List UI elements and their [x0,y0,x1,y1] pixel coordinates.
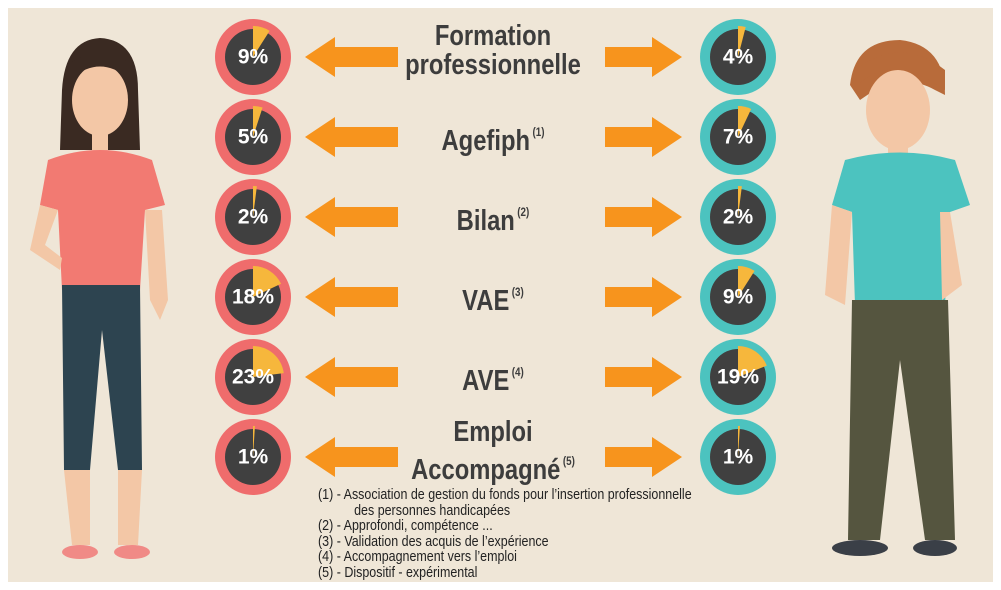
value-label: 2% [238,206,269,229]
value-label: 9% [723,286,754,309]
category-label: VAE(3) [386,278,599,316]
footnote: (4) - Accompagnement vers l’emploi [318,550,696,566]
value-label: 23% [232,366,274,389]
value-label: 9% [238,46,269,69]
value-label: 19% [717,366,759,389]
value-label: 18% [232,286,274,309]
category-text: Agefiph [441,125,530,157]
category-text: Bilan [457,205,515,237]
value-label: 1% [238,446,269,469]
value-label: 5% [238,126,269,149]
value-label: 7% [723,126,754,149]
category-label: Agefiph(1) [386,118,599,156]
infographic: 9% 4% 5% 7% 2% 2% 18% 9% 23% 19% 1% 1% (1) - Associ… [0,0,1001,590]
category-text: AVE [462,365,509,397]
category-superscript: (3) [512,285,524,299]
category-text: VAE [462,285,509,317]
category-text: Emploi Accompagné [411,416,560,486]
category-text: Formation professionnelle [405,20,581,81]
value-label: 2% [723,206,754,229]
category-label: Bilan(2) [386,198,599,236]
footnote: (2) - Approfondi, compétence ... [318,519,696,535]
value-label: 4% [723,46,754,69]
value-label: 1% [723,446,754,469]
footnotes: (1) - Association de gestion du fonds po… [318,488,696,581]
footnote: (5) - Dispositif - expérimental [318,566,696,582]
footnote: (1) - Association de gestion du fonds po… [318,488,696,519]
footnote: (3) - Validation des acquis de l’expérie… [318,535,696,551]
category-superscript: (1) [532,125,544,139]
category-label: AVE(4) [386,358,599,396]
category-label: Formation professionnelle [386,22,599,80]
category-label: Emploi Accompagné(5) [386,418,599,485]
category-superscript: (5) [563,454,575,468]
category-superscript: (4) [512,365,524,379]
category-superscript: (2) [517,205,529,219]
